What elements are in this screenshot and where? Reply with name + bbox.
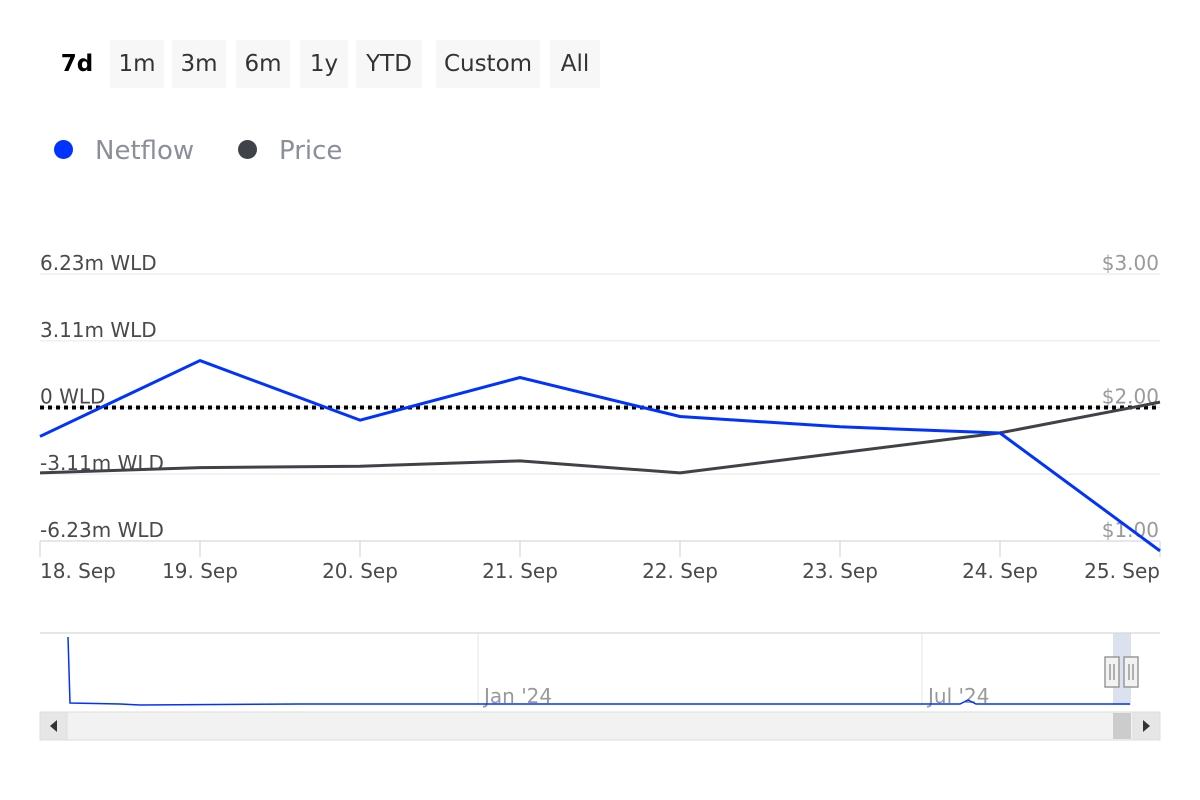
legend-dot-netflow [54,140,73,159]
range-button-ytd[interactable]: YTD [356,40,422,88]
x-axis-label: 23. Sep [802,559,878,583]
x-axis-label: 24. Sep [962,559,1038,583]
x-axis-label: 22. Sep [642,559,718,583]
right-axis-label: $3.00 [1102,251,1159,275]
price-point[interactable] [196,464,204,472]
range-button-7d[interactable]: 7d [60,51,94,77]
price-point[interactable] [516,457,524,465]
x-axis-label: 25. Sep [1084,559,1160,583]
range-button-3m[interactable]: 3m [172,40,226,88]
scrollbar-track[interactable] [39,711,1161,741]
scroll-left-arrow-icon [50,720,57,732]
netflow-point[interactable] [356,416,364,424]
price-point[interactable] [36,469,44,477]
price-line[interactable] [39,400,1161,475]
range-button-custom[interactable]: Custom [436,40,540,88]
x-axis-label: 19. Sep [162,559,238,583]
legend-item-netflow[interactable]: Netflow [54,133,194,169]
x-axis-label: 20. Sep [322,559,398,583]
legend-label-netflow: Netflow [95,136,195,166]
netflow-point[interactable] [836,423,844,431]
legend-dot-price [238,140,257,159]
navigator-handle[interactable] [1104,656,1120,688]
netflow-point[interactable] [516,374,524,382]
left-axis-label: 6.23m WLD [40,251,157,275]
range-button-1y[interactable]: 1y [300,40,348,88]
range-button-all[interactable]: All [550,40,600,88]
price-point[interactable] [836,449,844,457]
navigator-netflow-line [67,636,1130,706]
left-axis-label: 3.11m WLD [40,318,157,342]
price-point[interactable] [1156,398,1164,406]
navigator-handle[interactable] [1123,656,1139,688]
range-button-1m[interactable]: 1m [110,40,164,88]
scroll-right-arrow-icon [1143,720,1150,732]
legend-item-price[interactable]: Price [238,133,342,169]
netflow-point[interactable] [676,413,684,421]
netflow-line[interactable] [39,359,1161,553]
netflow-point[interactable] [36,432,44,440]
price-point[interactable] [676,469,684,477]
range-button-6m[interactable]: 6m [236,40,290,88]
netflow-point[interactable] [196,357,204,365]
netflow-point[interactable] [996,429,1004,437]
scrollbar-thumb[interactable] [1113,713,1131,739]
netflow-point[interactable] [1156,547,1164,555]
x-axis-label: 18. Sep [40,559,116,583]
left-axis-label: -6.23m WLD [40,518,164,542]
price-point[interactable] [356,462,364,470]
x-axis-label: 21. Sep [482,559,558,583]
legend-label-price: Price [279,136,343,166]
left-axis-label: 0 WLD [40,385,105,409]
